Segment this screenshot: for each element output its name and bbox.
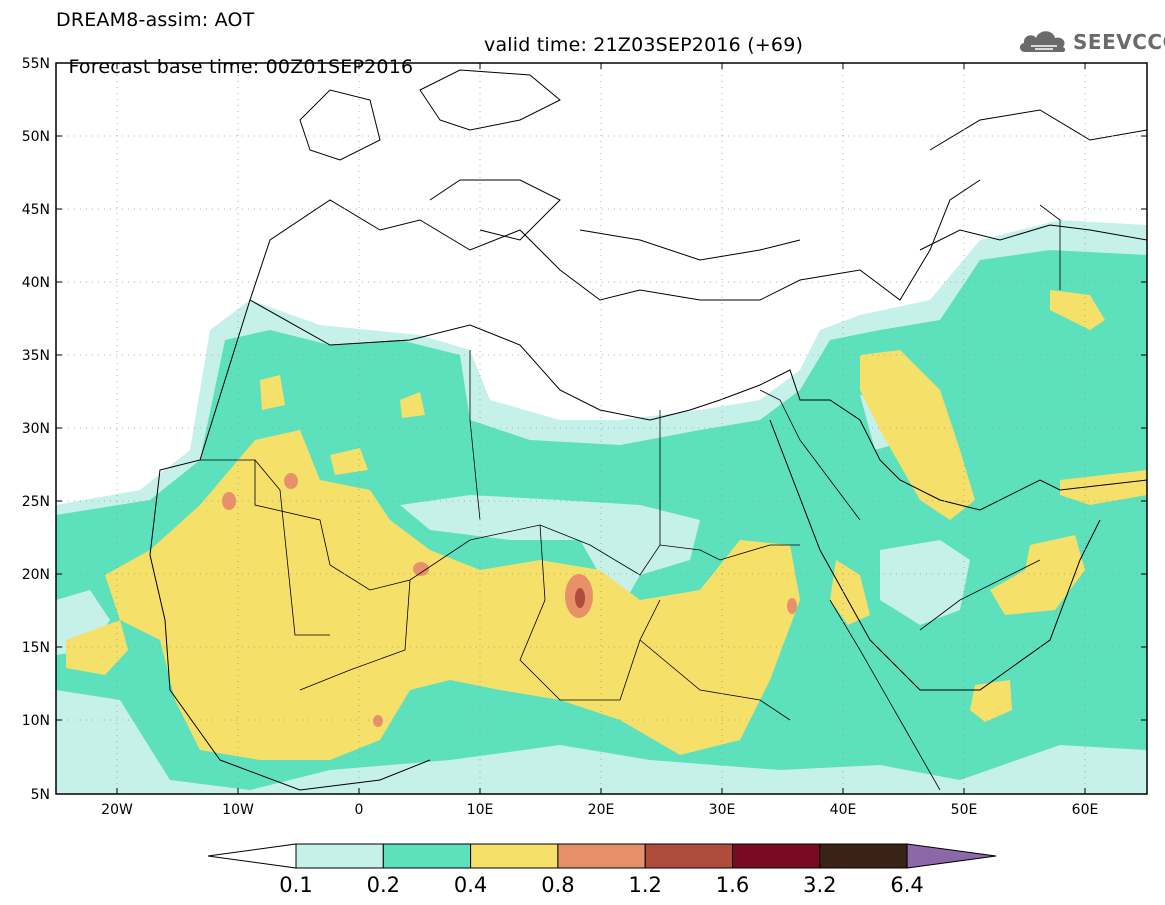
lat-label: 25N <box>22 494 50 510</box>
longitude-labels: 20W 10W 0 10E 20E 30E 40E 50E 60E <box>101 802 1098 818</box>
colorbar-box <box>732 843 821 869</box>
lat-label: 10N <box>22 713 50 729</box>
colorbar-label: 1.6 <box>716 873 749 897</box>
colorbar-box <box>382 843 472 869</box>
lon-label: 30E <box>709 802 736 818</box>
lat-label: 15N <box>22 640 50 656</box>
lon-label: 40E <box>830 802 857 818</box>
lat-label: 55N <box>22 56 50 72</box>
lat-label: 50N <box>22 129 50 145</box>
axis-ticks <box>56 62 1147 795</box>
colorbar-label: 6.4 <box>890 873 923 897</box>
colorbar-label: 0.8 <box>541 873 574 897</box>
colorbar-label: 0.2 <box>367 873 400 897</box>
colorbar-labels: 0.1 0.2 0.4 0.8 1.2 1.6 3.2 6.4 <box>279 873 924 897</box>
colorbar-under-arrow <box>207 843 297 869</box>
lon-label: 10W <box>222 802 254 818</box>
lon-label: 10E <box>467 802 494 818</box>
lat-label: 45N <box>22 202 50 218</box>
colorbar-label: 0.4 <box>454 873 487 897</box>
aot-band-0-4 <box>66 290 1147 760</box>
base-time-text: Forecast base time: 00Z01SEP2016 <box>68 56 414 78</box>
lat-label: 20N <box>22 567 50 583</box>
colorbar-box <box>819 843 908 869</box>
lon-label: 50E <box>951 802 978 818</box>
colorbar-boxes <box>207 843 997 869</box>
colorbar-over-arrow <box>906 843 997 869</box>
lon-label: 20E <box>588 802 615 818</box>
latitude-labels: 55N 50N 45N 40N 35N 30N 25N 20N 15N 10N … <box>22 56 50 803</box>
aot-field <box>56 220 1147 794</box>
cloud-logo-icon <box>1019 31 1066 53</box>
colorbar-box <box>644 843 734 869</box>
lon-label: 60E <box>1072 802 1099 818</box>
colorbar-label: 1.2 <box>628 873 661 897</box>
colorbar-box <box>470 843 559 869</box>
lon-label: 0 <box>355 802 364 818</box>
colorbar-box <box>295 843 384 869</box>
forecast-base-time: Forecast base time: 00Z01SEP2016 valid t… <box>56 34 802 100</box>
colorbar-label: 3.2 <box>803 873 836 897</box>
valid-time-text: valid time: 21Z03SEP2016 (+69) <box>484 34 804 56</box>
lat-label: 35N <box>22 348 50 364</box>
lat-label: 5N <box>31 787 50 803</box>
coastlines <box>149 69 1147 791</box>
colorbar-label: 0.1 <box>279 873 312 897</box>
country-borders <box>200 204 1061 791</box>
lon-label: 20W <box>101 802 133 818</box>
map-title: DREAM8-assim: AOT <box>56 9 255 31</box>
colorbar-box <box>557 843 646 869</box>
lat-label: 40N <box>22 275 50 291</box>
seevccc-logo: SEEVCCC <box>1017 24 1165 58</box>
aot-band-1-2 <box>575 588 585 608</box>
lat-label: 30N <box>22 421 50 437</box>
logo-text: SEEVCCC <box>1073 30 1165 54</box>
